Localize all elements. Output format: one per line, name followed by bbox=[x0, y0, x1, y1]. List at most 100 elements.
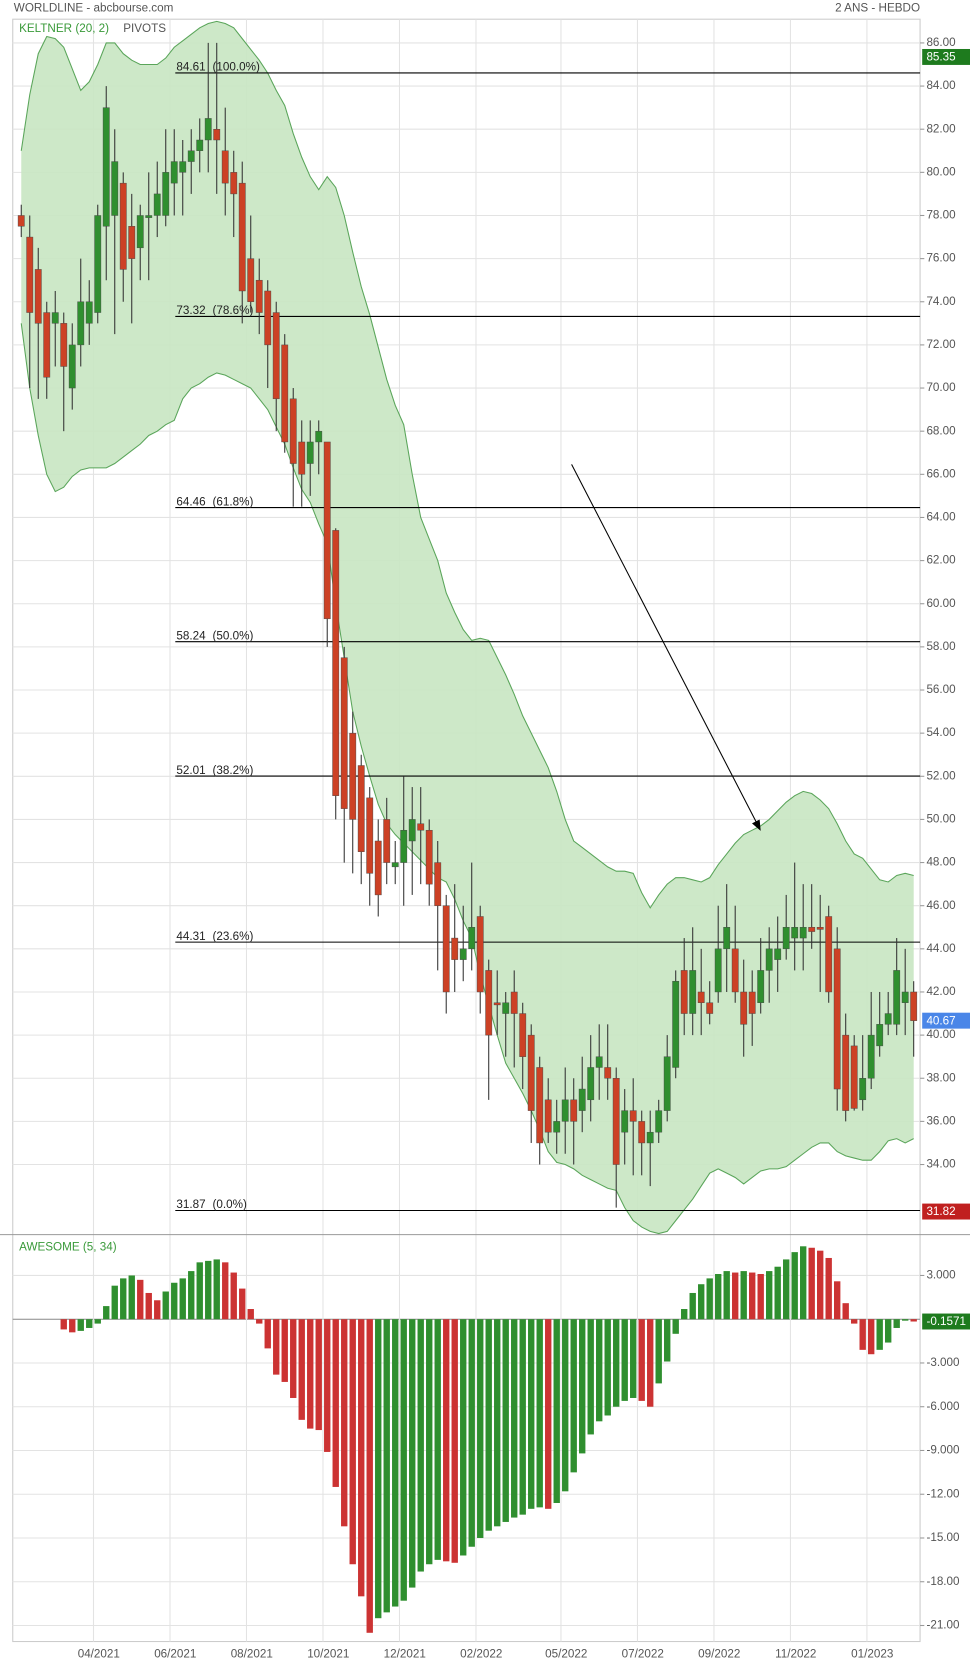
indicator-label: KELTNER (20, 2) bbox=[19, 22, 109, 35]
bar bbox=[715, 1274, 722, 1320]
y-tick-label: 58.00 bbox=[926, 640, 956, 653]
candle-body bbox=[595, 1056, 603, 1068]
bar bbox=[604, 1319, 611, 1416]
x-tick-label: 07/2022 bbox=[622, 1647, 664, 1660]
candle-body bbox=[689, 970, 697, 1014]
candle-body bbox=[119, 182, 127, 270]
candle-body bbox=[17, 215, 25, 227]
candle-body bbox=[527, 1034, 535, 1111]
candle-body bbox=[332, 530, 340, 796]
x-tick-label: 11/2022 bbox=[775, 1647, 816, 1660]
y-tick-label: 60.00 bbox=[926, 597, 956, 610]
bar bbox=[222, 1262, 229, 1320]
fib-ratio: (78.6%) bbox=[212, 304, 253, 317]
bar bbox=[732, 1272, 739, 1320]
candle-body bbox=[204, 118, 212, 141]
bar bbox=[791, 1252, 798, 1320]
candle-body bbox=[136, 215, 144, 249]
candle-body bbox=[893, 970, 901, 1025]
fib-value: 73.32 bbox=[176, 304, 205, 317]
candle-body bbox=[765, 948, 773, 971]
bar bbox=[511, 1319, 518, 1518]
bar bbox=[740, 1271, 747, 1320]
candle-body bbox=[859, 1078, 867, 1101]
x-tick-label: 04/2021 bbox=[78, 1647, 120, 1660]
bar bbox=[587, 1319, 594, 1435]
candle-body bbox=[697, 991, 705, 1003]
candle-body bbox=[774, 948, 782, 960]
candle-body bbox=[77, 301, 85, 346]
bar bbox=[800, 1246, 807, 1320]
bar bbox=[477, 1319, 484, 1538]
candle-body bbox=[612, 1078, 620, 1165]
candle-body bbox=[782, 927, 790, 950]
bar bbox=[60, 1319, 67, 1330]
candle-body bbox=[417, 823, 425, 831]
bar bbox=[298, 1319, 305, 1420]
candle-body bbox=[306, 441, 314, 464]
page-title: WORLDLINE - abcbourse.com bbox=[14, 2, 174, 15]
bar bbox=[630, 1319, 637, 1398]
bar bbox=[664, 1319, 671, 1362]
fib-ratio: (0.0%) bbox=[212, 1198, 246, 1211]
bar bbox=[69, 1319, 76, 1333]
candle-body bbox=[153, 193, 161, 216]
candle-body bbox=[247, 258, 255, 302]
candle-body bbox=[349, 732, 357, 820]
y-tick-label: 50.00 bbox=[926, 813, 956, 826]
y-tick-label: 80.00 bbox=[926, 165, 956, 178]
fib-value: 64.46 bbox=[176, 495, 205, 508]
bar bbox=[859, 1319, 866, 1350]
candle-body bbox=[621, 1110, 629, 1133]
candle-body bbox=[672, 980, 680, 1068]
bar bbox=[451, 1319, 458, 1563]
x-tick-label: 12/2021 bbox=[384, 1647, 426, 1660]
keltner-upper bbox=[20, 20, 914, 909]
bar bbox=[706, 1278, 713, 1320]
candle-body bbox=[757, 970, 765, 1003]
candle-body bbox=[272, 312, 280, 400]
bar bbox=[264, 1319, 271, 1349]
candle-body bbox=[570, 1099, 578, 1122]
candle-body bbox=[383, 819, 391, 863]
bar bbox=[536, 1319, 543, 1508]
candle-body bbox=[706, 1002, 714, 1014]
y-tick-label: -12.00 bbox=[926, 1487, 960, 1500]
price-tag-label: 31.82 bbox=[926, 1205, 955, 1218]
bar bbox=[307, 1319, 314, 1429]
candle-body bbox=[111, 161, 119, 216]
candle-body bbox=[196, 139, 204, 151]
bar bbox=[579, 1319, 586, 1454]
candle-body bbox=[255, 279, 263, 313]
bar bbox=[783, 1259, 790, 1320]
bar bbox=[808, 1247, 815, 1320]
trend-arrow bbox=[571, 464, 758, 825]
oscillator-title: AWESOME (5, 34) bbox=[19, 1240, 117, 1253]
candle-body bbox=[170, 161, 178, 184]
candle-body bbox=[578, 1088, 586, 1111]
mark-layer: 84.61 (100.0%) 73.32 (78.6%) 64.46 (61.8%) 58.… bbox=[17, 42, 921, 1633]
candle-body bbox=[425, 829, 433, 885]
candle-body bbox=[510, 991, 518, 1014]
bar bbox=[698, 1284, 705, 1320]
candle-body bbox=[162, 172, 170, 216]
bar bbox=[188, 1271, 195, 1320]
y-tick-label: 86.00 bbox=[926, 36, 956, 49]
candle-body bbox=[867, 1034, 875, 1079]
candle-body bbox=[493, 1002, 501, 1006]
bar bbox=[426, 1319, 433, 1565]
y-tick-label: 56.00 bbox=[926, 683, 956, 696]
y-tick-label: 68.00 bbox=[926, 424, 956, 437]
y-tick-label: 40.00 bbox=[926, 1028, 956, 1041]
bar bbox=[817, 1250, 824, 1320]
bar bbox=[681, 1309, 688, 1320]
candle-body bbox=[680, 970, 688, 1014]
bar bbox=[196, 1262, 203, 1320]
bar bbox=[392, 1319, 399, 1607]
bar bbox=[358, 1319, 365, 1597]
price-tag bbox=[922, 48, 970, 65]
candle-body bbox=[468, 927, 476, 950]
x-tick-label: 10/2021 bbox=[307, 1647, 349, 1660]
